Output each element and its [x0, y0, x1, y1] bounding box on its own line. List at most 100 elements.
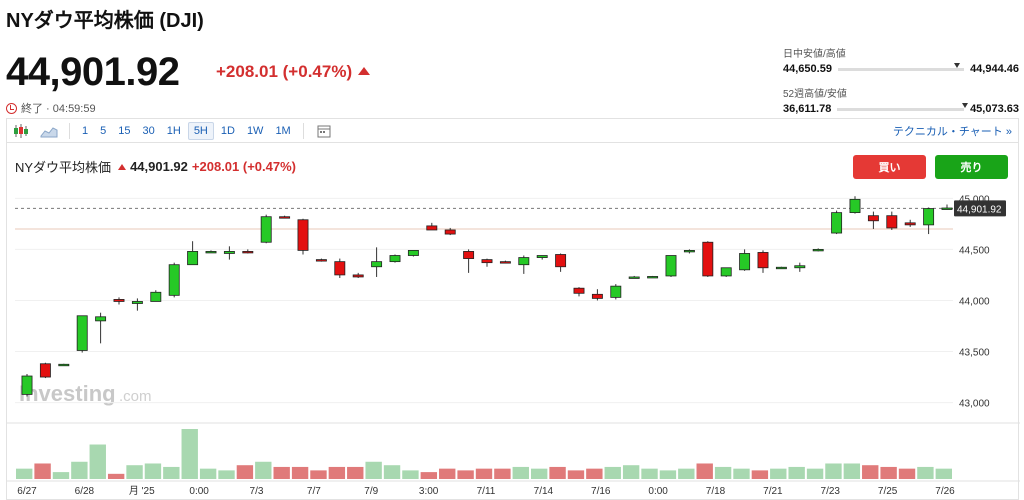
timeframe-list: 1 5 15 30 1H 5H 1D 1W 1M [76, 121, 297, 140]
legend-up-arrow-icon [118, 163, 127, 170]
y-tick-label: 45,000 [959, 194, 990, 205]
x-tick-label: 7/26 [935, 486, 955, 497]
candle-body [591, 293, 603, 299]
candle-body [794, 265, 806, 269]
last-price-label: 44,901.92 [957, 204, 1002, 215]
area-chart-icon[interactable] [37, 121, 61, 141]
y-tick-label: 44,500 [959, 245, 990, 256]
candle-body [867, 215, 879, 222]
candle-body [150, 291, 162, 302]
candle-body [407, 250, 419, 256]
x-tick-label: 7/21 [763, 486, 783, 497]
calendar-icon[interactable] [312, 121, 336, 141]
buy-button[interactable]: 買い [853, 155, 926, 179]
volume-bar [328, 466, 346, 479]
candle-body [39, 363, 51, 378]
volume-bar [181, 429, 198, 479]
candle-body [352, 274, 364, 278]
candle-body [757, 252, 769, 269]
timeframe-1m[interactable]: 1M [275, 124, 291, 137]
candle-body [923, 208, 935, 226]
candle-body [58, 363, 70, 367]
price-change-value: +208.01 (+0.47%) [216, 62, 353, 81]
candle-body [168, 264, 180, 296]
volume-bar [144, 463, 162, 479]
x-tick-label: 7/11 [477, 486, 496, 497]
sell-button[interactable]: 売り [935, 155, 1008, 179]
volume-bar [678, 468, 695, 479]
volume-bar [52, 472, 70, 479]
y-tick-label: 44,000 [959, 296, 990, 307]
candle-body [739, 253, 751, 271]
timeframe-15[interactable]: 15 [118, 124, 131, 137]
candle-body [481, 259, 493, 264]
volume-bar [89, 444, 106, 479]
volume-bar [825, 463, 842, 479]
candle-body [665, 255, 677, 277]
chart-toolbar: 1 5 15 30 1H 5H 1D 1W 1M テクニカル・チャート » [6, 118, 1019, 142]
x-tick-label: 6/27 [17, 486, 37, 497]
last-price-tag [954, 200, 1006, 217]
volume-bar [347, 466, 364, 479]
x-tick-label: 0:00 [189, 486, 209, 497]
day-low: 44,650.59 [783, 63, 832, 75]
volume-bar [71, 461, 88, 479]
clock-icon [6, 102, 17, 114]
day-range: 日中安値/高値 44,650.59 44,944.46 [783, 45, 1019, 75]
week52-range-bar [837, 102, 968, 111]
x-tick-label: 0:00 [648, 486, 668, 497]
volume-bar [273, 466, 290, 479]
volume-bar [236, 465, 254, 479]
volume-bar [806, 468, 824, 479]
market-status: 終了 · 04:59:59 [6, 100, 96, 116]
volume-bar [586, 468, 603, 479]
volume-bar [696, 463, 713, 479]
volume-bar [310, 470, 327, 479]
candle-body [628, 276, 640, 279]
candlestick-chart[interactable]: Investing .com 43,000 43,500 44,000 44,500 45,… [7, 143, 1020, 500]
candle-body [426, 225, 438, 231]
volume-bar [107, 473, 125, 479]
legend-name: NYダウ平均株価 [15, 160, 112, 175]
candle-body [223, 251, 235, 254]
candle-body [831, 212, 843, 234]
week52-range: 52週高値/安値 36,611.78 45,073.63 [783, 85, 1019, 115]
candle-body [849, 198, 861, 214]
volume-bar [898, 468, 916, 479]
timeframe-1w[interactable]: 1W [246, 124, 264, 137]
y-tick-label: 43,500 [959, 348, 990, 359]
candlestick-icon[interactable] [9, 121, 33, 141]
volume-bar [788, 466, 805, 479]
candle-body [260, 216, 272, 243]
chart-panel: Investing .com 43,000 43,500 44,000 44,500 45,… [6, 142, 1020, 500]
toolbar-divider [302, 122, 304, 139]
x-tick-label: 7/23 [821, 486, 841, 497]
volume-bar [457, 470, 474, 479]
day-range-marker [953, 62, 960, 68]
week52-range-marker [961, 102, 968, 108]
timeframe-5h[interactable]: 5H [187, 121, 214, 140]
volume-bar [16, 468, 33, 479]
price-change: +208.01 (+0.47%) [216, 62, 371, 82]
volume-bar [402, 470, 419, 479]
candle-body [21, 375, 33, 395]
candle-body [334, 261, 346, 276]
day-high: 44,944.46 [970, 63, 1019, 75]
volume-bar [218, 470, 235, 479]
volume-bar [126, 465, 143, 479]
timeframe-30[interactable]: 30 [142, 124, 155, 137]
candle-body [113, 299, 125, 302]
candle-body [702, 241, 714, 277]
timeframe-5[interactable]: 5 [100, 124, 107, 137]
timeframe-1[interactable]: 1 [82, 124, 89, 137]
volume-bar [549, 466, 566, 479]
volume-bar [714, 466, 732, 479]
candle-body [297, 219, 309, 251]
timeframe-1d[interactable]: 1D [220, 124, 235, 137]
candle-body [518, 257, 530, 266]
timeframe-1h[interactable]: 1H [166, 124, 181, 137]
technical-chart-link[interactable]: テクニカル・チャート » [892, 125, 1012, 138]
volume-bar [604, 466, 621, 479]
candle-body [242, 251, 254, 254]
volume-bar [862, 465, 879, 479]
